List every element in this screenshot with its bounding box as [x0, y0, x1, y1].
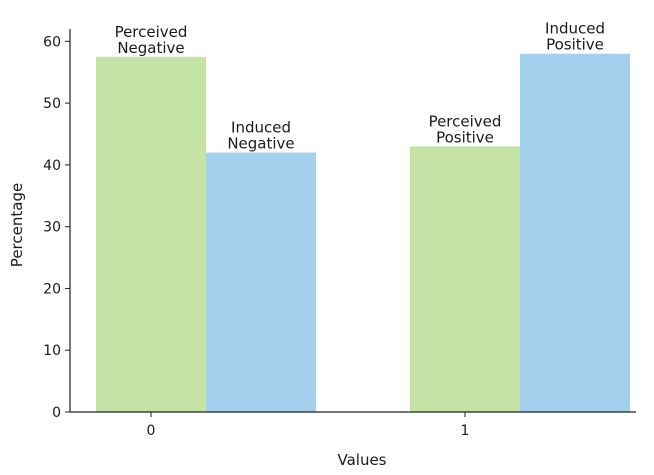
bars-layer	[96, 53, 630, 412]
y-tick-label-60: 60	[43, 34, 61, 50]
y-tick-label-50: 50	[43, 96, 61, 112]
y-tick-label-10: 10	[43, 343, 61, 359]
x-tick-label-1: 1	[461, 423, 470, 439]
bar-label-0-series-0: Perceived Negative	[115, 23, 188, 57]
y-tick-label-0: 0	[52, 405, 61, 421]
y-tick-label-20: 20	[43, 281, 61, 297]
bar-label-1-series-1: Induced Positive	[545, 20, 605, 54]
bar-label-1-series-0: Perceived Positive	[429, 112, 502, 146]
y-tick-label-30: 30	[43, 220, 61, 236]
x-tick-label-0: 0	[147, 423, 156, 439]
bar-labels-layer: Perceived Negative Perceived Positive Induce…	[115, 20, 605, 153]
bar-1-series-0	[410, 146, 520, 412]
axes-layer: 0 10 20 30 40 50 60 0 1	[43, 29, 636, 439]
bar-0-series-0	[96, 56, 206, 412]
y-tick-label-40: 40	[43, 158, 61, 174]
bar-label-0-series-1: Induced Negative	[227, 119, 294, 153]
bar-0-series-1	[206, 152, 316, 412]
bar-1-series-1	[520, 53, 630, 412]
y-axis-label: Percentage	[8, 183, 26, 267]
x-axis-label: Values	[337, 451, 386, 469]
